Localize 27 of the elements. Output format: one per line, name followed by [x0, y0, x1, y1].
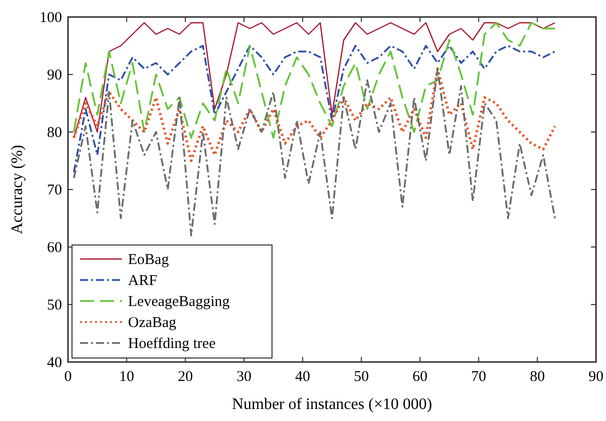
x-tick-label: 30 [236, 369, 252, 385]
y-tick-label: 60 [47, 240, 62, 256]
x-tick-label: 40 [295, 369, 310, 385]
x-tick-label: 70 [471, 369, 486, 385]
legend-label: Hoeffding tree [128, 336, 216, 352]
y-tick-label: 90 [47, 68, 62, 84]
y-tick-label: 70 [47, 182, 62, 198]
x-tick-label: 20 [178, 369, 193, 385]
y-tick-label: 100 [40, 10, 62, 26]
legend-label: EoBag [128, 252, 170, 268]
line-series [72, 67, 556, 162]
y-tick-label: 50 [47, 298, 62, 314]
y-tick-label: 40 [47, 355, 62, 371]
x-tick-label: 10 [119, 369, 134, 385]
x-tick-label: 0 [64, 369, 72, 385]
y-tick-label: 80 [47, 125, 62, 141]
line-series [72, 44, 556, 174]
x-axis-title: Number of instances (×10 000) [232, 396, 432, 413]
x-tick-label: 90 [588, 369, 604, 385]
y-axis-title: Accuracy (%) [9, 144, 26, 234]
legend-label: OzaBag [128, 315, 177, 331]
x-tick-label: 80 [530, 369, 545, 385]
line-series [72, 68, 556, 236]
legend-label: ARF [128, 273, 158, 289]
legend-label: LeveageBagging [128, 294, 230, 310]
x-tick-label: 60 [412, 369, 428, 385]
x-tick-label: 50 [354, 369, 369, 385]
